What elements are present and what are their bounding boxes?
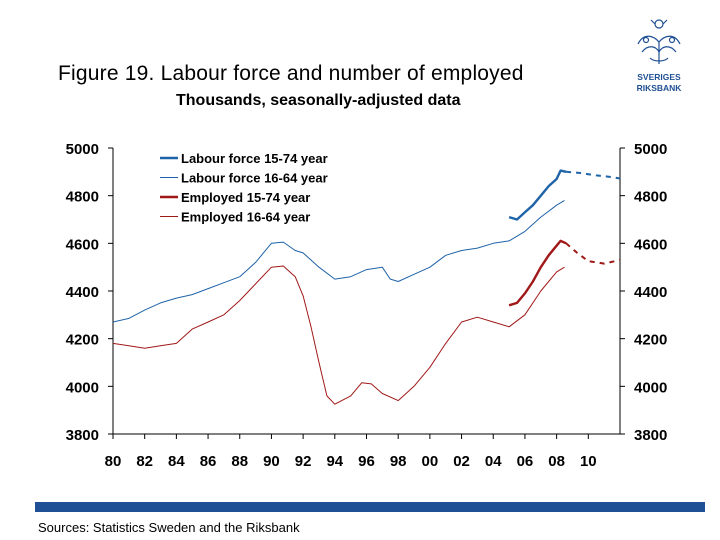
series-line-5 [112,265,565,405]
logo-line2: RIKSBANK [637,83,683,93]
x-tick-label: 86 [200,453,217,470]
y-tick-label-left: 4000 [66,379,99,396]
logo-line1: SVERIGES [637,72,681,82]
x-tick-label: 02 [453,453,470,470]
chart-subtitle: Thousands, seasonally-adjusted data [176,92,461,109]
x-tick-label: 80 [105,453,122,470]
x-tick-label: 06 [517,453,534,470]
y-axis-right: 5000 4800 4600 4400 4200 4000 3800 [620,141,667,444]
x-tick-label: 94 [326,453,343,470]
legend-label: Labour force 16-64 year [181,171,328,186]
y-tick-label-right: 5000 [634,141,667,158]
x-tick-label: 82 [136,453,153,470]
legend: Labour force 15-74 year Labour force 16-6… [160,151,328,225]
chart-title: Figure 19. Labour force and number of em… [58,62,524,85]
y-tick-label-left: 4200 [66,332,99,349]
x-tick-label: 84 [168,453,185,470]
series-line-0 [508,169,567,221]
x-tick-label: 08 [548,453,565,470]
x-tick-label: 90 [263,453,280,470]
series-line-1 [566,170,621,180]
series-line-2 [112,199,565,323]
x-tick-label: 88 [231,453,248,470]
line-chart: 5000 4800 4600 4400 4200 4000 3800 5000 4800 460… [66,141,668,470]
x-tick-label: 92 [295,453,312,470]
riksbank-logo: SVERIGES RIKSBANK [637,19,683,93]
x-tick-label: 98 [390,453,407,470]
x-axis: 80 82 84 86 88 90 92 94 96 98 00 02 04 06 08 10 [105,434,597,470]
y-axis-left: 5000 4800 4600 4400 4200 4000 3800 [66,141,113,444]
series-line-3 [508,239,567,307]
y-tick-label-left: 4800 [66,189,99,206]
y-tick-label-left: 4600 [66,236,99,253]
y-tick-label-right: 4000 [634,379,667,396]
y-tick-label-left: 4400 [66,284,99,301]
y-tick-label-right: 4200 [634,332,667,349]
series-line-4 [565,242,621,265]
source-note: Sources: Statistics Sweden and the Riksb… [38,520,300,535]
series-lines [112,169,621,405]
y-tick-label-left: 3800 [66,427,99,444]
legend-label: Labour force 15-74 year [181,151,328,166]
y-tick-label-right: 4400 [634,284,667,301]
x-tick-label: 04 [485,453,502,470]
bottom-bar [35,502,705,512]
x-tick-label: 96 [358,453,375,470]
y-tick-label-left: 5000 [66,141,99,158]
y-tick-label-right: 4800 [634,189,667,206]
legend-label: Employed 16-64 year [181,210,310,225]
x-tick-label: 10 [580,453,597,470]
x-tick-label: 00 [422,453,439,470]
y-tick-label-right: 4600 [634,236,667,253]
legend-label: Employed 15-74 year [181,190,310,205]
y-tick-label-right: 3800 [634,427,667,444]
